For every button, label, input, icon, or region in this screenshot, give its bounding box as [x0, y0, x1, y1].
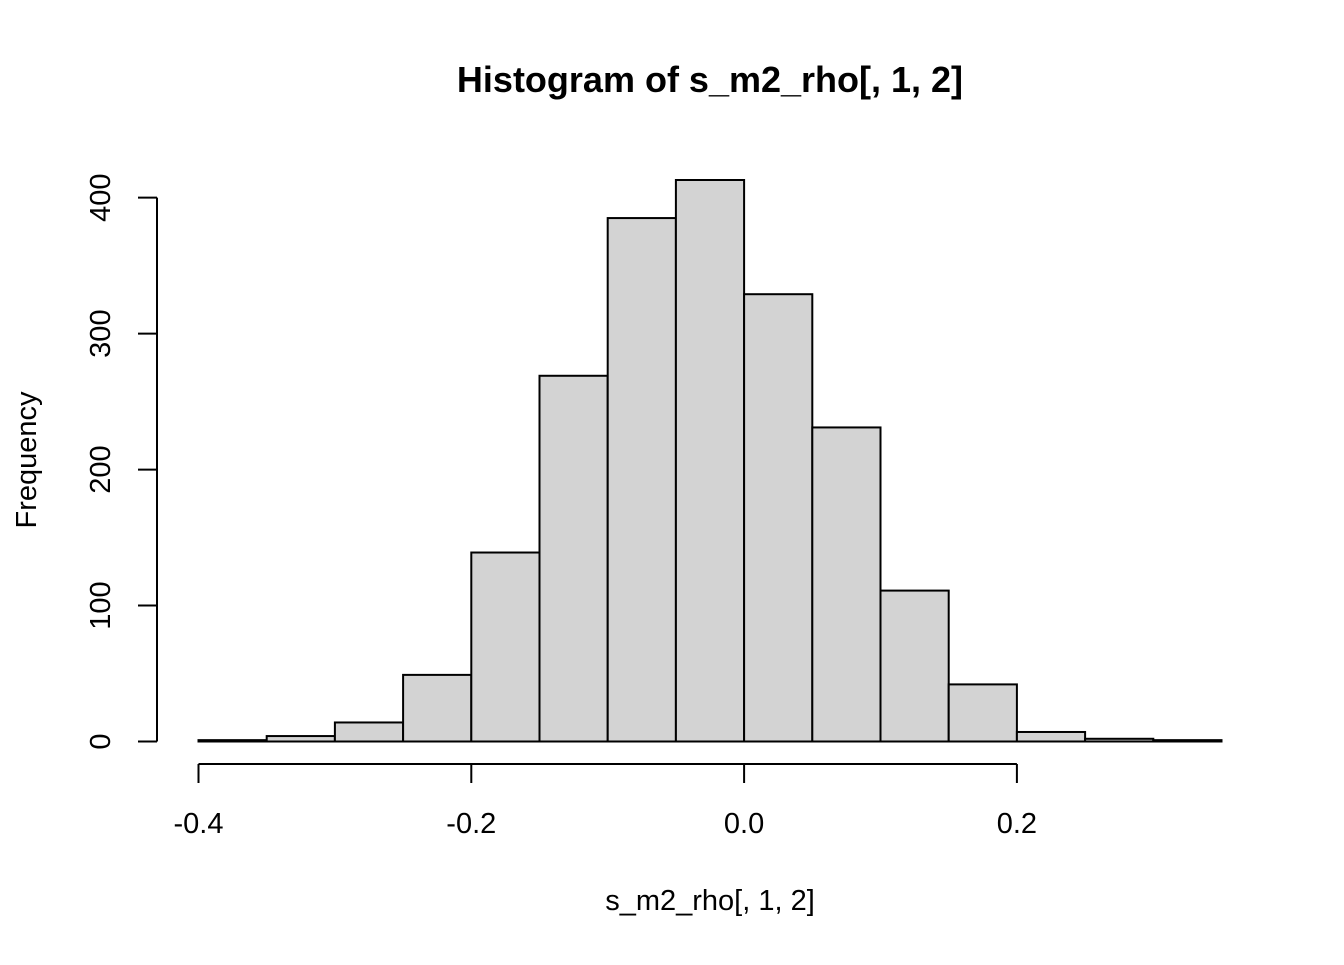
chart-title: Histogram of s_m2_rho[, 1, 2]: [457, 59, 963, 100]
histogram-bar: [1152, 739, 1223, 743]
x-tick-label: -0.2: [446, 808, 496, 840]
histogram-bar: [333, 721, 405, 743]
histogram-bar: [811, 426, 882, 743]
y-tick-label: 200: [85, 445, 117, 493]
histogram-bar: [879, 589, 950, 743]
histogram-bar: [674, 179, 746, 743]
histogram-bar: [947, 683, 1018, 743]
histogram-bar: [743, 293, 814, 743]
x-tick-label: -0.4: [174, 808, 224, 840]
y-tick-label: 400: [85, 173, 117, 221]
y-tick-label: 100: [85, 581, 117, 629]
histogram-bars: [197, 179, 1223, 743]
histogram-bar: [1084, 737, 1155, 743]
histogram-bar: [606, 217, 677, 743]
histogram-bar: [1015, 730, 1087, 743]
x-tick-label: 0.0: [724, 808, 764, 840]
x-axis-label: s_m2_rho[, 1, 2]: [605, 885, 815, 917]
histogram-bar: [402, 673, 473, 743]
histogram-bar: [197, 739, 268, 743]
y-axis: 0 100 200 300 400: [85, 173, 158, 750]
histogram-bar: [265, 735, 336, 743]
y-axis-label: Frequency: [11, 391, 43, 529]
x-axis: -0.4 -0.2 0.0 0.2: [174, 763, 1037, 840]
histogram-bar: [470, 551, 541, 743]
x-tick-label: 0.2: [997, 808, 1037, 840]
histogram-bar: [538, 374, 609, 743]
y-tick-label: 0: [85, 733, 117, 749]
y-tick-label: 300: [85, 309, 117, 357]
